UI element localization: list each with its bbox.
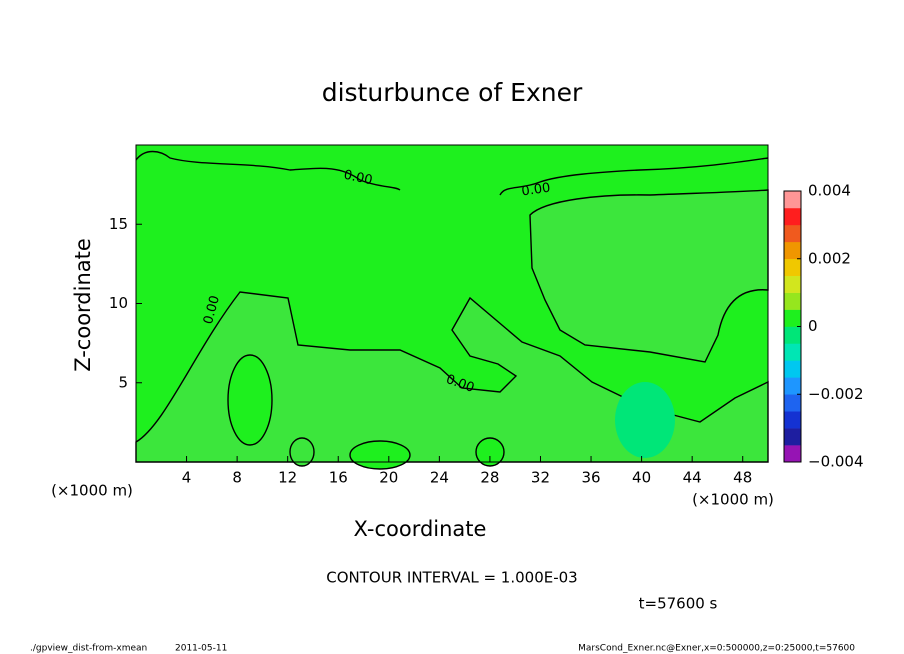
colorbar-swatch bbox=[784, 275, 801, 293]
contour-region bbox=[529, 189, 769, 363]
contour-label: 0.00 bbox=[201, 294, 223, 326]
colorbar-swatch bbox=[784, 191, 801, 209]
x-tick-label: 48 bbox=[733, 469, 752, 487]
colorbar-swatch bbox=[784, 360, 801, 378]
time-label: t=57600 s bbox=[639, 595, 718, 613]
field-blob bbox=[615, 382, 675, 458]
y-axis-label: Z-coordinate bbox=[71, 238, 95, 372]
axis-unit: (×1000 m) bbox=[51, 482, 133, 500]
y-tick-label: 5 bbox=[118, 373, 128, 391]
footer-right: MarsCond_Exner.nc@Exner,x=0:500000,z=0:2… bbox=[578, 644, 855, 654]
footer-left: ./gpview_dist-from-xmean bbox=[30, 644, 147, 654]
colorbar-swatch bbox=[784, 207, 801, 226]
colorbar-swatch bbox=[784, 411, 801, 429]
colorbar-swatch bbox=[784, 428, 801, 446]
y-tick-label: 15 bbox=[109, 215, 128, 233]
x-tick-label: 44 bbox=[683, 469, 702, 487]
colorbar-swatch bbox=[784, 258, 801, 276]
colorbar-tick-label: 0.002 bbox=[808, 249, 851, 267]
x-tick-label: 16 bbox=[329, 469, 348, 487]
colorbar-swatch bbox=[784, 343, 801, 361]
contour-interval: CONTOUR INTERVAL = 1.000E-03 bbox=[326, 569, 577, 587]
x-tick-label: 12 bbox=[278, 469, 297, 487]
colorbar-swatch bbox=[784, 326, 801, 344]
x-tick-label: 40 bbox=[632, 469, 651, 487]
x-tick-label: 4 bbox=[182, 469, 192, 487]
colorbar-swatch bbox=[784, 224, 801, 243]
x-tick-label: 32 bbox=[531, 469, 550, 487]
colorbar-tick-label: 0.004 bbox=[808, 182, 851, 200]
contour-label: 0.00 bbox=[521, 181, 552, 200]
x-axis-label: X-coordinate bbox=[354, 517, 487, 541]
y-tick-label: 10 bbox=[109, 294, 128, 312]
colorbar-swatch bbox=[784, 394, 801, 412]
x-tick-label: 24 bbox=[430, 469, 449, 487]
colorbar-tick-label: −0.002 bbox=[808, 385, 864, 403]
colorbar-swatch bbox=[784, 292, 801, 310]
contour-loop bbox=[475, 437, 505, 467]
colorbar-tick-label: 0 bbox=[808, 317, 818, 335]
contour-loop bbox=[349, 440, 411, 470]
axis-unit: (×1000 m) bbox=[692, 491, 774, 509]
colorbar-swatch bbox=[784, 377, 801, 395]
colorbar-swatch bbox=[784, 241, 801, 260]
contour-field bbox=[135, 144, 769, 470]
colorbar-swatch bbox=[784, 445, 801, 463]
colorbar-tick-label: −0.004 bbox=[808, 453, 864, 471]
colorbar-swatch bbox=[784, 309, 801, 327]
contour-loop bbox=[289, 437, 315, 467]
contour-line bbox=[135, 150, 769, 196]
contour-label: 0.00 bbox=[342, 168, 373, 189]
x-tick-label: 8 bbox=[232, 469, 242, 487]
chart-title: disturbunce of Exner bbox=[322, 78, 583, 107]
footer-date: 2011-05-11 bbox=[175, 644, 227, 654]
x-tick-label: 36 bbox=[581, 469, 600, 487]
contour-loop bbox=[227, 354, 273, 446]
x-tick-label: 28 bbox=[480, 469, 499, 487]
x-tick-label: 20 bbox=[379, 469, 398, 487]
